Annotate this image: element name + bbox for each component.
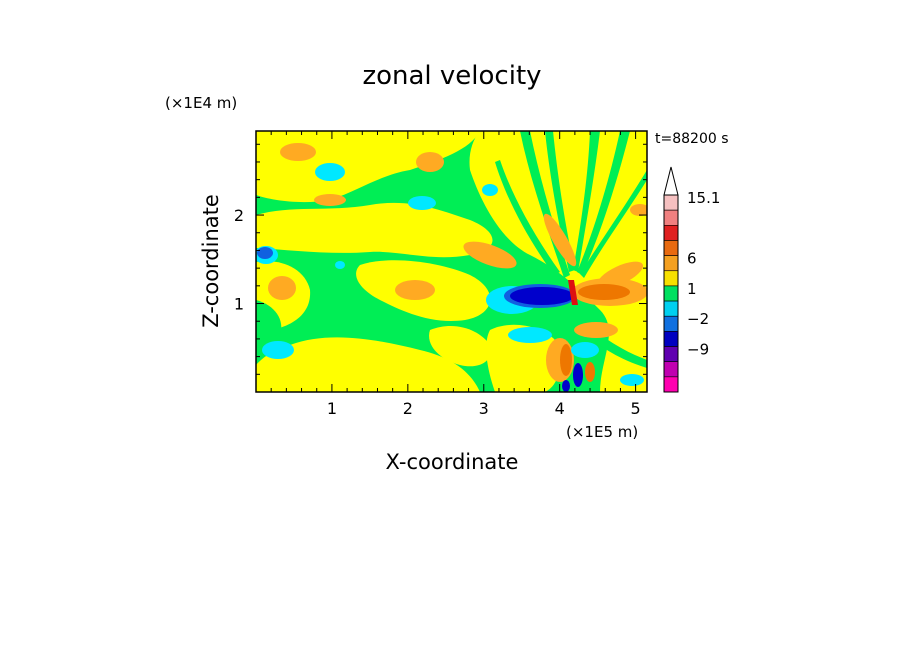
- field-region: [620, 374, 644, 386]
- chart-title: zonal velocity: [362, 61, 541, 91]
- field-region: [429, 325, 491, 367]
- x-scale-note: (×1E5 m): [566, 423, 638, 441]
- field-region: [495, 160, 560, 275]
- colorbar-swatch: [663, 285, 679, 302]
- colorbar-label: 15.1: [687, 189, 720, 207]
- x-axis-label: X-coordinate: [386, 450, 519, 474]
- field-region: [408, 196, 436, 210]
- field-region: [280, 143, 316, 161]
- field-region: [257, 247, 273, 259]
- field-region: [573, 363, 583, 387]
- colorbar-swatch: [663, 361, 679, 378]
- time-label: t=88200 s: [655, 131, 729, 147]
- field-region: [482, 184, 498, 196]
- colorbar-label: 6: [687, 250, 697, 268]
- colorbar-swatch: [663, 346, 679, 362]
- x-axis: 1 2 3 4 5: [270, 131, 641, 418]
- field-region: [543, 213, 577, 267]
- x-tick-label: 3: [479, 399, 489, 418]
- colorbar-swatch: [663, 331, 679, 347]
- field-region: [335, 261, 345, 269]
- field-region: [256, 337, 480, 392]
- field-region: [560, 344, 572, 376]
- colorbar-swatch: [663, 300, 679, 317]
- field-region: [562, 380, 570, 392]
- field-region: [314, 194, 346, 206]
- colorbar-extend-arrow: [663, 166, 679, 196]
- colorbar-frame: [663, 194, 679, 393]
- field-region: [416, 152, 444, 172]
- field-region: [510, 287, 574, 305]
- colorbar-label: −9: [687, 341, 709, 359]
- field-region: [573, 131, 600, 272]
- field-region: [256, 300, 282, 340]
- x-tick-label: 5: [631, 399, 641, 418]
- colorbar-swatch: [663, 225, 679, 241]
- field-region: [463, 241, 517, 269]
- y-axis: 12: [234, 143, 647, 375]
- field-region: [395, 280, 435, 300]
- field-region: [571, 342, 599, 358]
- colorbar-swatch: [663, 315, 679, 332]
- x-tick-label: 2: [403, 399, 413, 418]
- field-region: [578, 284, 630, 300]
- plot-frame: [255, 130, 648, 393]
- heatmap-field: [256, 131, 647, 392]
- y-tick-label: 1: [234, 295, 244, 314]
- x-tick-label: 4: [555, 399, 565, 418]
- field-region: [315, 163, 345, 181]
- colorbar-swatch: [663, 376, 679, 393]
- field-region: [577, 131, 630, 275]
- field-region: [630, 204, 647, 216]
- colorbar: 15.1 6 1 −2 −9: [663, 166, 720, 393]
- field-region: [545, 131, 575, 272]
- field-region: [580, 170, 647, 278]
- field-region: [585, 362, 595, 382]
- y-axis-label: Z-coordinate: [199, 194, 223, 328]
- colorbar-swatch: [663, 209, 679, 226]
- field-region: [256, 202, 493, 258]
- y-tick-label: 2: [234, 206, 244, 225]
- colorbar-label: 1: [687, 280, 697, 298]
- x-tick-label: 1: [327, 399, 337, 418]
- colorbar-swatch: [663, 255, 679, 272]
- field-region: [508, 327, 552, 343]
- field-region: [574, 322, 618, 338]
- y-scale-note: (×1E4 m): [165, 94, 237, 112]
- field-region: [268, 276, 296, 300]
- field-region: [262, 341, 294, 359]
- colorbar-swatch: [663, 240, 679, 256]
- field-region: [568, 280, 578, 305]
- colorbar-label: −2: [687, 310, 709, 328]
- colorbar-swatch: [663, 270, 679, 287]
- colorbar-swatch: [663, 194, 679, 211]
